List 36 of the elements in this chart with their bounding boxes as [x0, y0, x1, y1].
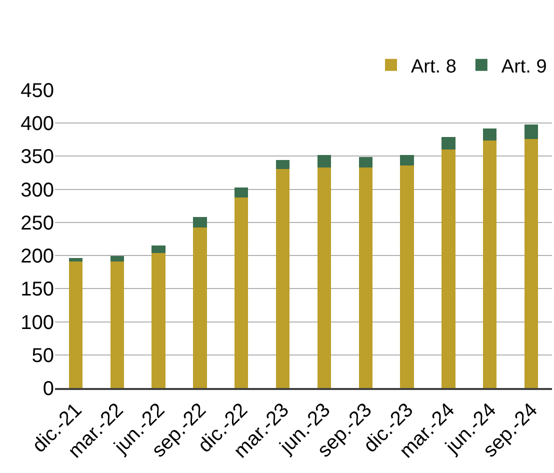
bar: [152, 246, 166, 253]
bar: [110, 256, 124, 262]
bar: [68, 262, 83, 388]
y-tick-label: 450: [20, 80, 54, 102]
bar: [276, 160, 290, 169]
bar: [442, 137, 456, 150]
y-tick-label: 50: [32, 344, 54, 367]
bar: [358, 167, 372, 388]
y-tick-label: 150: [20, 278, 54, 301]
bar: [110, 262, 124, 388]
y-tick-label: 350: [20, 146, 54, 168]
bar: [400, 154, 414, 166]
legend-label: Art. 8: [411, 56, 456, 78]
bar: [234, 187, 248, 198]
bar: [152, 252, 166, 388]
y-tick-label: 100: [20, 312, 54, 334]
bar: [524, 139, 538, 388]
bar: [358, 156, 372, 168]
bar: [193, 217, 207, 228]
bar: [317, 167, 332, 388]
bar: [276, 168, 290, 388]
bar: [483, 128, 497, 140]
bar: [524, 124, 538, 139]
y-tick-label: 200: [20, 246, 54, 268]
bar: [234, 197, 248, 388]
y-tick-label: 0: [42, 378, 54, 400]
y-tick-label: 400: [20, 113, 54, 136]
bar: [483, 140, 497, 388]
y-tick-label: 300: [20, 179, 54, 202]
bar: [193, 228, 207, 388]
legend-label: Art. 9: [501, 56, 547, 78]
bar: [400, 165, 414, 388]
bar: [317, 154, 332, 168]
y-tick-label: 250: [20, 212, 54, 234]
bar: [442, 150, 456, 388]
bar: [68, 258, 83, 262]
